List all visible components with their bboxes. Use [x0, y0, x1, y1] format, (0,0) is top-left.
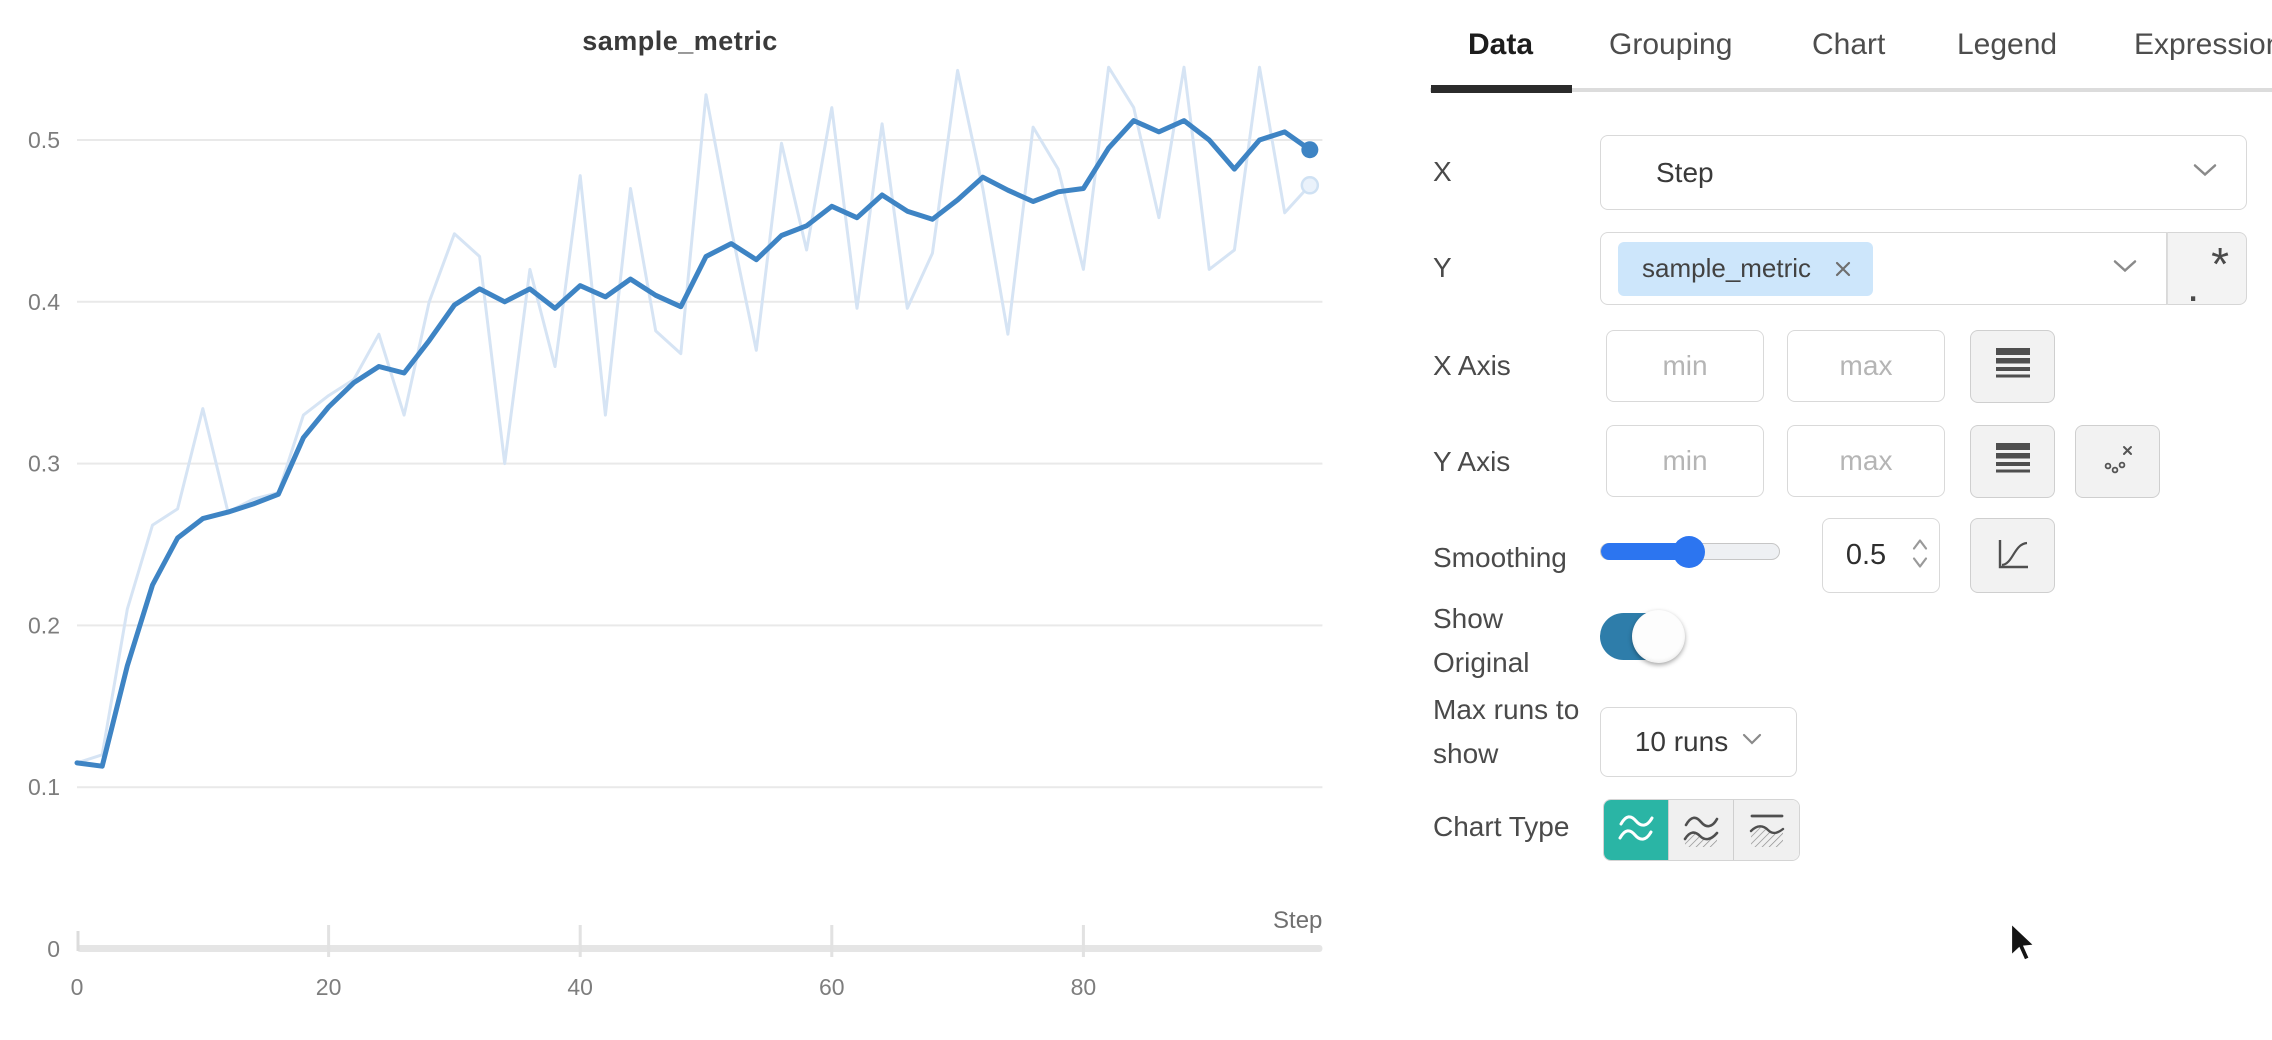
chevron-down-icon	[2112, 258, 2138, 279]
max-runs-value: 10 runs	[1634, 726, 1729, 757]
y-axis-log-scale-button[interactable]	[1970, 425, 2055, 498]
svg-text:0: 0	[71, 974, 84, 1000]
svg-text:0.5: 0.5	[28, 127, 60, 153]
x-metric-value: Step	[1656, 156, 1714, 188]
y-metric-select[interactable]: sample_metric	[1600, 232, 2167, 305]
y-regex-button[interactable]: . *	[2167, 232, 2247, 311]
show-original-toggle[interactable]	[1600, 610, 1685, 663]
max-runs-select[interactable]: 10 runs	[1600, 707, 1797, 777]
log-scale-bars-icon	[1995, 442, 2031, 481]
smoothing-row-label: Smoothing	[1433, 542, 1567, 573]
x-row-label: X	[1433, 156, 1452, 187]
chevron-down-icon	[2192, 162, 2218, 183]
chart-type-line-button[interactable]	[1604, 800, 1669, 860]
svg-text:60: 60	[819, 974, 845, 1000]
settings-panel: Data Grouping Chart Legend Expressions X…	[1430, 0, 2272, 1040]
x-axis-max-input[interactable]	[1787, 330, 1945, 402]
tab-grouping[interactable]: Grouping	[1609, 28, 1733, 61]
max-runs-row-label: Max runs to show	[1433, 694, 1580, 769]
tab-chart[interactable]: Chart	[1812, 28, 1886, 61]
y-metric-chip: sample_metric	[1618, 241, 1874, 296]
svg-text:20: 20	[316, 974, 342, 1000]
spinner-up-down-icon[interactable]	[1911, 536, 1929, 575]
svg-text:80: 80	[1071, 974, 1097, 1000]
smoothing-slider-thumb[interactable]	[1673, 536, 1705, 568]
ignore-outliers-icon	[2100, 441, 2136, 482]
show-original-row-label: Show Original	[1433, 603, 1530, 678]
smoothing-type-button[interactable]	[1970, 518, 2055, 593]
svg-text:0.4: 0.4	[28, 289, 60, 315]
svg-text:0.3: 0.3	[28, 451, 60, 477]
tabbar-underline	[1430, 88, 2272, 92]
smoothing-curve-icon	[1993, 533, 2033, 578]
chart-title: sample_metric	[582, 26, 778, 56]
mouse-cursor-icon	[2005, 920, 2045, 970]
svg-text:0: 0	[47, 936, 60, 962]
ignore-outliers-button[interactable]	[2075, 425, 2160, 498]
chart-panel: sample_metric 0.5 0.4 0.3 0.2 0.1 0 0 20 40 60 80 S…	[28, 26, 1323, 1000]
y-axis-min-input[interactable]	[1606, 425, 1764, 497]
svg-text:0.1: 0.1	[28, 774, 60, 800]
smoothing-slider[interactable]	[1600, 536, 1780, 568]
svg-text:Step: Step	[1273, 907, 1322, 934]
svg-text:40: 40	[567, 974, 593, 1000]
chevron-down-icon	[1742, 733, 1762, 751]
chart-type-area-button[interactable]	[1669, 800, 1734, 860]
regex-dot-star-icon: . *	[2187, 237, 2229, 311]
x-metric-select[interactable]: Step	[1600, 135, 2247, 210]
line-plot-icon	[1614, 807, 1658, 856]
smoothing-number-input	[1822, 518, 1940, 593]
chart-type-percentile-button[interactable]	[1734, 800, 1799, 860]
line-chart: 0.5 0.4 0.3 0.2 0.1 00 20 40 60 80 Step	[28, 65, 1323, 1000]
tab-legend[interactable]: Legend	[1957, 28, 2058, 61]
x-axis-min-input[interactable]	[1606, 330, 1764, 402]
tab-expressions[interactable]: Expressions	[2134, 28, 2272, 61]
percentile-plot-icon	[1745, 807, 1789, 856]
close-icon[interactable]	[1833, 259, 1853, 279]
y-metric-chip-label: sample_metric	[1642, 253, 1812, 283]
y-axis-max-input[interactable]	[1787, 425, 1945, 497]
tab-data[interactable]: Data	[1468, 28, 1534, 61]
svg-text:0.2: 0.2	[28, 612, 60, 638]
y-axis-row-label: Y Axis	[1433, 446, 1511, 477]
smoothing-value-field[interactable]	[1823, 519, 1909, 592]
area-plot-icon	[1679, 807, 1723, 856]
tabbar-active-underline	[1431, 85, 1572, 93]
x-axis-row-label: X Axis	[1433, 350, 1511, 381]
chart-type-group	[1603, 799, 1800, 861]
x-axis-log-scale-button[interactable]	[1970, 330, 2055, 403]
y-row-label: Y	[1433, 252, 1452, 283]
toggle-knob	[1632, 610, 1685, 663]
chart-type-row-label: Chart Type	[1433, 811, 1570, 842]
log-scale-bars-icon	[1995, 347, 2031, 386]
